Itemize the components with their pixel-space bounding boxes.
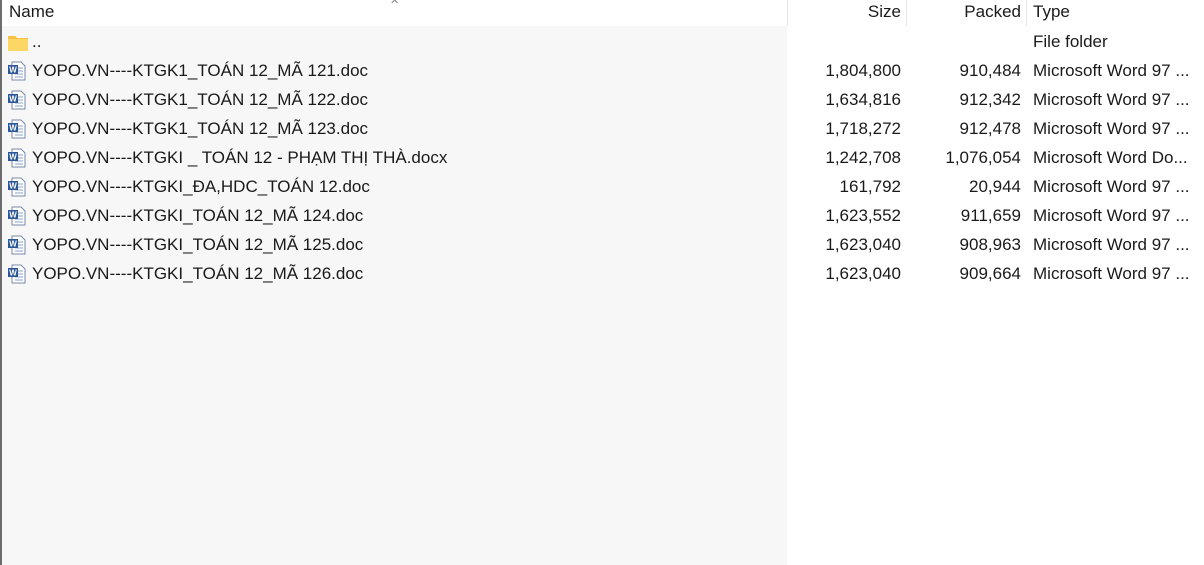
column-size-label: Size bbox=[867, 2, 901, 21]
file-name: .. bbox=[32, 32, 42, 51]
word-doc-icon: W bbox=[7, 177, 27, 197]
svg-text:W: W bbox=[9, 153, 17, 162]
file-packed-size: 908,963 bbox=[959, 235, 1021, 254]
column-name-label: Name bbox=[9, 2, 55, 21]
column-header-type[interactable]: Type bbox=[1033, 0, 1203, 26]
file-type: Microsoft Word 97 ... bbox=[1033, 206, 1190, 225]
column-type-label: Type bbox=[1033, 2, 1070, 21]
file-name: YOPO.VN----KTGK1_TOÁN 12_MÃ 121.doc bbox=[32, 61, 369, 80]
svg-text:W: W bbox=[9, 66, 17, 75]
file-size: 161,792 bbox=[839, 177, 901, 196]
file-row[interactable]: W YOPO.VN----KTGKI_ĐA,HDC_TOÁN 12.doc 16… bbox=[2, 172, 1204, 201]
word-doc-icon: W bbox=[7, 206, 27, 226]
word-doc-icon: W bbox=[7, 61, 27, 81]
file-packed-size: 1,076,054 bbox=[945, 148, 1021, 167]
file-size: 1,634,816 bbox=[825, 90, 901, 109]
list-border bbox=[0, 0, 2, 565]
file-type: Microsoft Word 97 ... bbox=[1033, 235, 1190, 254]
file-name: YOPO.VN----KTGKI_TOÁN 12_MÃ 126.doc bbox=[32, 264, 364, 283]
svg-text:W: W bbox=[9, 240, 17, 249]
column-divider[interactable] bbox=[906, 0, 907, 26]
file-size: 1,623,040 bbox=[825, 264, 901, 283]
column-header-packed[interactable]: Packed bbox=[907, 0, 1021, 26]
file-type: Microsoft Word 97 ... bbox=[1033, 264, 1190, 283]
file-size: 1,804,800 bbox=[825, 61, 901, 80]
file-size: 1,718,272 bbox=[825, 119, 901, 138]
svg-text:W: W bbox=[9, 269, 17, 278]
file-row[interactable]: W YOPO.VN----KTGKI_TOÁN 12_MÃ 124.doc 1,… bbox=[2, 201, 1204, 230]
file-size: 1,623,040 bbox=[825, 235, 901, 254]
file-row[interactable]: .. File folder bbox=[2, 27, 1204, 56]
column-divider[interactable] bbox=[1026, 0, 1027, 26]
column-header-size[interactable]: Size bbox=[788, 0, 901, 26]
file-row[interactable]: W YOPO.VN----KTGK1_TOÁN 12_MÃ 121.doc 1,… bbox=[2, 56, 1204, 85]
file-name: YOPO.VN----KTGK1_TOÁN 12_MÃ 122.doc bbox=[32, 90, 369, 109]
column-header: Name ✕ Size Packed Type bbox=[2, 0, 1204, 26]
file-packed-size: 911,659 bbox=[960, 206, 1021, 225]
word-doc-icon: W bbox=[7, 90, 27, 110]
file-packed-size: 912,342 bbox=[959, 90, 1021, 109]
file-type: Microsoft Word Do... bbox=[1033, 148, 1188, 167]
file-name: YOPO.VN----KTGK1_TOÁN 12_MÃ 123.doc bbox=[32, 119, 369, 138]
column-divider[interactable] bbox=[787, 0, 788, 26]
svg-text:W: W bbox=[9, 182, 17, 191]
svg-text:W: W bbox=[9, 95, 17, 104]
file-type: Microsoft Word 97 ... bbox=[1033, 90, 1190, 109]
svg-text:W: W bbox=[9, 211, 17, 220]
file-size: 1,242,708 bbox=[825, 148, 901, 167]
column-header-name[interactable]: Name bbox=[9, 0, 789, 26]
file-type: Microsoft Word 97 ... bbox=[1033, 61, 1190, 80]
file-packed-size: 910,484 bbox=[959, 61, 1021, 80]
word-doc-icon: W bbox=[7, 119, 27, 139]
file-type: Microsoft Word 97 ... bbox=[1033, 177, 1190, 196]
file-name: YOPO.VN----KTGKI_ĐA,HDC_TOÁN 12.doc bbox=[32, 177, 370, 196]
file-row[interactable]: W YOPO.VN----KTGKI_TOÁN 12_MÃ 125.doc 1,… bbox=[2, 230, 1204, 259]
sort-chevron-icon: ✕ bbox=[390, 0, 400, 7]
file-packed-size: 20,944 bbox=[969, 177, 1021, 196]
file-name: YOPO.VN----KTGKI_TOÁN 12_MÃ 125.doc bbox=[32, 235, 364, 254]
file-row[interactable]: W YOPO.VN----KTGK1_TOÁN 12_MÃ 123.doc 1,… bbox=[2, 114, 1204, 143]
file-packed-size: 909,664 bbox=[959, 264, 1021, 283]
folder-icon bbox=[7, 32, 28, 51]
file-row[interactable]: W YOPO.VN----KTGK1_TOÁN 12_MÃ 122.doc 1,… bbox=[2, 85, 1204, 114]
file-type: Microsoft Word 97 ... bbox=[1033, 119, 1190, 138]
svg-text:W: W bbox=[9, 124, 17, 133]
file-name: YOPO.VN----KTGKI_TOÁN 12_MÃ 124.doc bbox=[32, 206, 364, 225]
word-doc-icon: W bbox=[7, 235, 27, 255]
file-row[interactable]: W YOPO.VN----KTGKI_TOÁN 12_MÃ 126.doc 1,… bbox=[2, 259, 1204, 288]
file-row[interactable]: W YOPO.VN----KTGKI _ TOÁN 12 - PHẠM THỊ … bbox=[2, 143, 1204, 172]
word-doc-icon: W bbox=[7, 264, 27, 284]
column-packed-label: Packed bbox=[964, 2, 1021, 21]
file-packed-size: 912,478 bbox=[959, 119, 1021, 138]
word-docx-icon: W bbox=[7, 148, 27, 168]
sorted-column-background bbox=[2, 26, 787, 565]
file-size: 1,623,552 bbox=[825, 206, 901, 225]
file-name: YOPO.VN----KTGKI _ TOÁN 12 - PHẠM THỊ TH… bbox=[32, 148, 448, 167]
file-type: File folder bbox=[1033, 32, 1108, 51]
